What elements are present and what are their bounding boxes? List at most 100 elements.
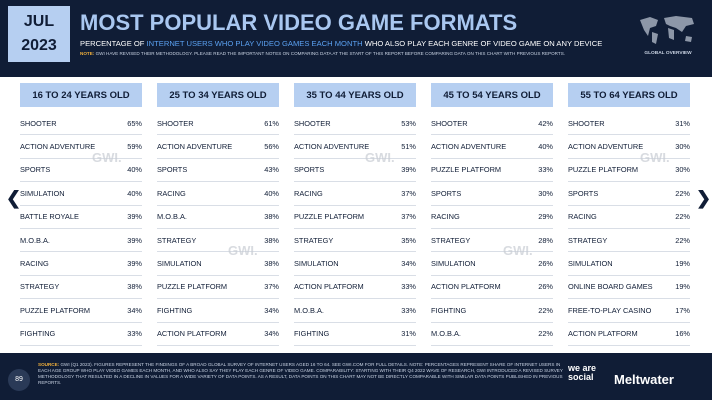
- row-value: 56%: [264, 142, 279, 152]
- source-text: GWI (Q1 2023). FIGURES REPRESENT THE FIN…: [38, 362, 563, 385]
- table-row: STRATEGY 35%: [294, 229, 416, 253]
- table-row: ACTION ADVENTURE 30%: [568, 135, 690, 159]
- row-value: 37%: [264, 282, 279, 292]
- table-row: PUZZLE PLATFORM 37%: [294, 206, 416, 229]
- table-row: SHOOTER 31%: [568, 112, 690, 136]
- table-row: PUZZLE PLATFORM 30%: [568, 159, 690, 183]
- row-label: SHOOTER: [20, 118, 57, 128]
- row-value: 51%: [401, 142, 416, 152]
- table-row: FIGHTING 34%: [157, 299, 279, 323]
- row-label: SPORTS: [157, 165, 188, 175]
- table-row: PUZZLE PLATFORM 37%: [157, 276, 279, 300]
- column-header: 16 TO 24 YEARS OLD: [20, 83, 142, 107]
- row-label: SIMULATION: [20, 188, 65, 198]
- row-label: FIGHTING: [294, 329, 330, 339]
- row-value: 33%: [401, 282, 416, 292]
- row-value: 28%: [538, 235, 553, 245]
- row-label: ACTION ADVENTURE: [294, 142, 370, 152]
- row-value: 38%: [127, 282, 142, 292]
- table-row: RACING 22%: [568, 206, 690, 229]
- table-row: SIMULATION 34%: [294, 252, 416, 276]
- row-value: 19%: [675, 282, 690, 292]
- row-label: STRATEGY: [157, 235, 197, 245]
- row-value: 29%: [538, 212, 553, 222]
- title: MOST POPULAR VIDEO GAME FORMATS: [80, 10, 518, 35]
- note: NOTE: GWI HAVE REVISED THEIR METHODOLOGY…: [80, 51, 565, 56]
- row-label: SIMULATION: [431, 259, 476, 269]
- row-label: PUZZLE PLATFORM: [20, 305, 91, 315]
- table-row: M.O.B.A. 22%: [431, 323, 553, 346]
- table-row: SPORTS 40%: [20, 159, 142, 183]
- row-label: SIMULATION: [568, 259, 613, 269]
- row-value: 26%: [538, 282, 553, 292]
- row-label: FIGHTING: [20, 329, 56, 339]
- row-label: ACTION ADVENTURE: [20, 142, 96, 152]
- row-label: ACTION PLATFORM: [431, 282, 501, 292]
- row-label: SPORTS: [294, 165, 325, 175]
- column-header: 55 TO 64 YEARS OLD: [568, 83, 690, 107]
- prev-arrow[interactable]: ❮: [6, 188, 22, 208]
- row-label: PUZZLE PLATFORM: [294, 212, 365, 222]
- row-label: ONLINE BOARD GAMES: [568, 282, 653, 292]
- row-label: RACING: [568, 212, 597, 222]
- column-header: 45 TO 54 YEARS OLD: [431, 83, 553, 107]
- world-map-icon: [640, 16, 694, 44]
- row-label: PUZZLE PLATFORM: [431, 165, 502, 175]
- watermark: GWI.: [365, 150, 395, 165]
- row-value: 34%: [264, 305, 279, 315]
- table-row: SHOOTER 42%: [431, 112, 553, 136]
- column-header: 25 TO 34 YEARS OLD: [157, 83, 279, 107]
- table-row: SHOOTER 61%: [157, 112, 279, 136]
- row-value: 31%: [675, 118, 690, 128]
- table-row: RACING 29%: [431, 206, 553, 229]
- row-value: 40%: [127, 188, 142, 198]
- table-row: STRATEGY 38%: [157, 229, 279, 253]
- watermark: GWI.: [228, 243, 258, 258]
- row-label: M.O.B.A.: [20, 235, 50, 245]
- watermark: GWI.: [640, 150, 670, 165]
- table-row: SPORTS 43%: [157, 159, 279, 183]
- next-arrow[interactable]: ❯: [696, 188, 712, 208]
- row-value: 33%: [401, 305, 416, 315]
- table-row: SIMULATION 19%: [568, 252, 690, 276]
- month: JUL: [23, 13, 55, 30]
- table-row: STRATEGY 38%: [20, 276, 142, 300]
- table-row: PUZZLE PLATFORM 33%: [431, 159, 553, 183]
- watermark: GWI.: [503, 243, 533, 258]
- table-row: FREE-TO-PLAY CASINO 17%: [568, 299, 690, 323]
- row-value: 33%: [538, 165, 553, 175]
- table-row: SPORTS 39%: [294, 159, 416, 183]
- row-label: SPORTS: [568, 188, 599, 198]
- row-label: ACTION ADVENTURE: [157, 142, 233, 152]
- row-label: STRATEGY: [431, 235, 471, 245]
- row-label: M.O.B.A.: [431, 329, 461, 339]
- table-row: ONLINE BOARD GAMES 19%: [568, 276, 690, 300]
- table-row: RACING 39%: [20, 252, 142, 276]
- row-value: 22%: [675, 188, 690, 198]
- table-panel: [0, 77, 712, 353]
- table-row: RACING 40%: [157, 182, 279, 206]
- row-value: 53%: [401, 118, 416, 128]
- table-row: SIMULATION 26%: [431, 252, 553, 276]
- row-value: 17%: [675, 305, 690, 315]
- table-row: FIGHTING 33%: [20, 323, 142, 346]
- row-label: SIMULATION: [294, 259, 339, 269]
- row-value: 34%: [401, 259, 416, 269]
- row-value: 59%: [127, 142, 142, 152]
- row-label: SHOOTER: [568, 118, 605, 128]
- row-label: PUZZLE PLATFORM: [157, 282, 228, 292]
- page-number: 89: [8, 369, 30, 391]
- table-row: ACTION PLATFORM 16%: [568, 323, 690, 346]
- row-label: ACTION PLATFORM: [294, 282, 364, 292]
- column-header: 35 TO 44 YEARS OLD: [294, 83, 416, 107]
- row-value: 37%: [401, 212, 416, 222]
- row-label: RACING: [294, 188, 323, 198]
- source: SOURCE: GWI (Q1 2023). FIGURES REPRESENT…: [38, 362, 568, 386]
- row-value: 26%: [538, 259, 553, 269]
- table-row: ACTION PLATFORM 26%: [431, 276, 553, 300]
- row-label: FIGHTING: [157, 305, 193, 315]
- table-row: SPORTS 22%: [568, 182, 690, 206]
- row-value: 35%: [401, 235, 416, 245]
- row-value: 40%: [538, 142, 553, 152]
